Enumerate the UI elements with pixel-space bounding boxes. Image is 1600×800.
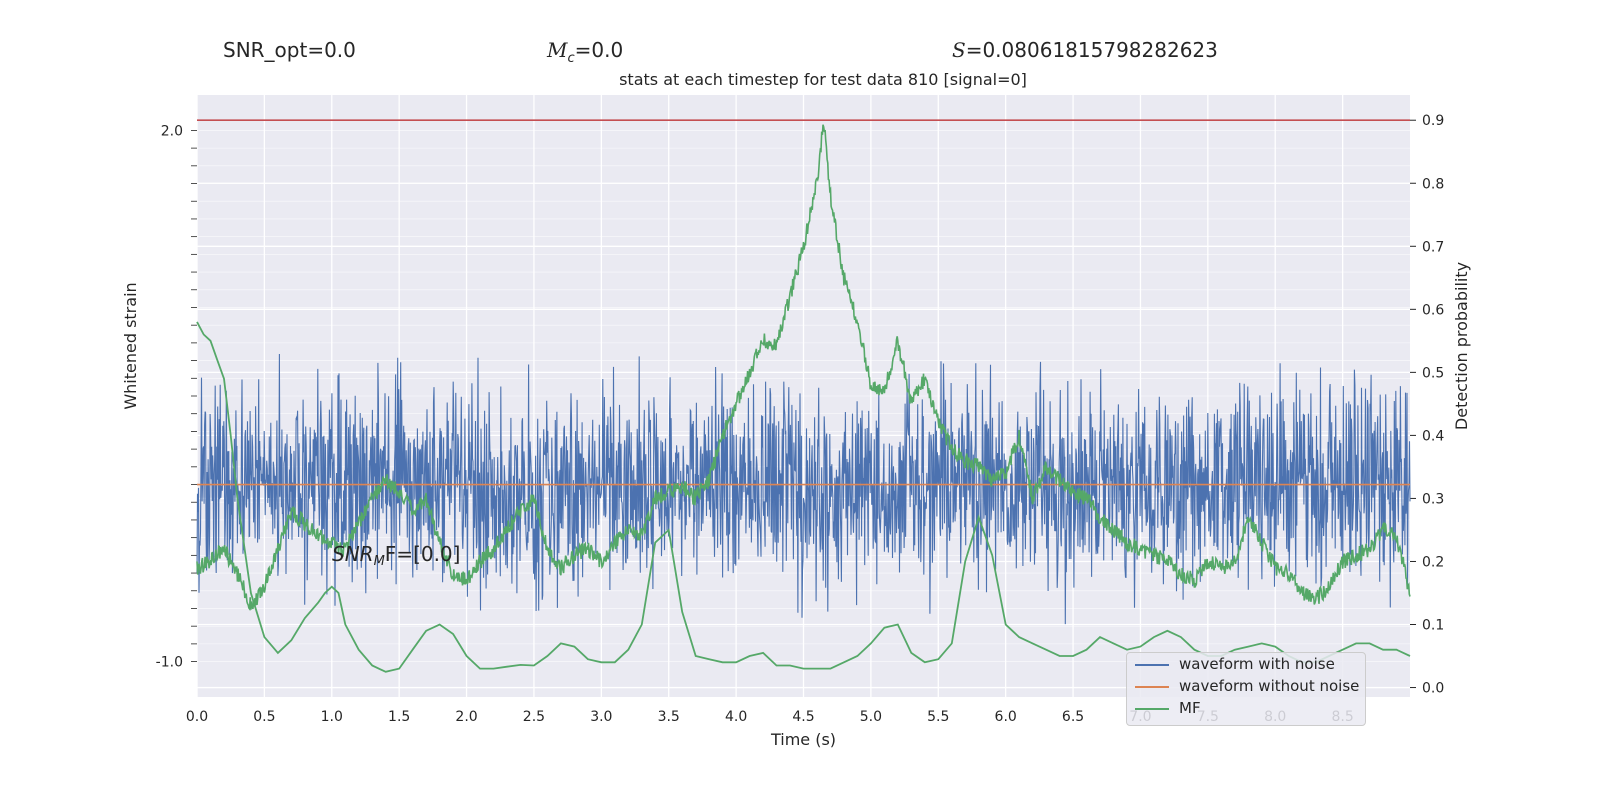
x-tick-label: 2.5: [523, 709, 545, 725]
x-axis-label: Time (s): [770, 730, 836, 749]
x-tick-label: 5.5: [927, 709, 949, 725]
x-tick-label: 5.0: [860, 709, 882, 725]
y-left-axis-label: Whitened strain: [121, 282, 140, 409]
x-tick-label: 6.0: [995, 709, 1017, 725]
y-right-tick-label: 0.1: [1422, 618, 1444, 634]
legend-label-clean: waveform without noise: [1179, 677, 1360, 695]
legend: waveform with noise waveform without noi…: [1126, 652, 1366, 726]
y-right-tick-label: 0.6: [1422, 302, 1444, 318]
legend-swatch-mf: [1135, 707, 1169, 710]
y-right-tick-label: 0.8: [1422, 176, 1444, 192]
x-tick-label: 3.0: [590, 709, 612, 725]
snr-mf-annotation: SNRMF=[0.0]: [332, 542, 460, 569]
y-right-tick-label: 0.9: [1422, 113, 1444, 129]
legend-item-noise: waveform with noise: [1135, 655, 1335, 677]
x-tick-label: 1.5: [388, 709, 410, 725]
y-left-tick-label: -1.0: [156, 655, 183, 671]
mf-line: [196, 321, 1411, 673]
x-tick-label: 3.5: [658, 709, 680, 725]
x-tick-label: 1.0: [321, 709, 343, 725]
x-tick-label: 4.0: [725, 709, 747, 725]
x-tick-label: 0.0: [186, 709, 208, 725]
detection-probability-line: [196, 124, 1411, 612]
y-right-tick-label: 0.4: [1422, 428, 1444, 444]
legend-swatch-noise: [1135, 663, 1169, 666]
x-tick-label: 4.5: [792, 709, 814, 725]
y-right-tick-label: 0.0: [1422, 681, 1444, 697]
y-right-tick-label: 0.7: [1422, 239, 1444, 255]
y-right-tick-label: 0.3: [1422, 491, 1444, 507]
x-tick-label: 2.0: [455, 709, 477, 725]
legend-item-mf: MF: [1135, 699, 1201, 721]
y-left-tick-label: 2.0: [161, 123, 183, 139]
legend-item-clean: waveform without noise: [1135, 677, 1359, 699]
legend-label-mf: MF: [1179, 699, 1201, 717]
y-right-axis-label: Detection probability: [1452, 262, 1471, 430]
legend-swatch-clean: [1135, 685, 1169, 688]
s-value-label: S=0.08061815798282623: [952, 38, 1218, 62]
chart-title: stats at each timestep for test data 810…: [619, 70, 1027, 89]
x-tick-label: 0.5: [253, 709, 275, 725]
y-right-tick-label: 0.2: [1422, 554, 1444, 570]
chirp-mass-label: Mc=0.0: [547, 38, 624, 66]
y-right-tick-label: 0.5: [1422, 365, 1444, 381]
snr-opt-label: SNR_opt=0.0: [223, 38, 356, 62]
x-tick-label: 6.5: [1062, 709, 1084, 725]
legend-label-noise: waveform with noise: [1179, 655, 1335, 673]
